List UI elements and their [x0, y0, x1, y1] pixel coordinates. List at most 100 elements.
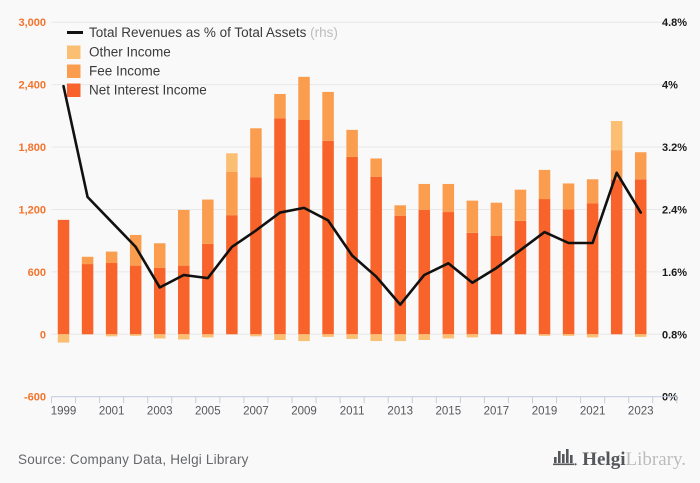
bar-segment-net-interest-income [610, 179, 623, 335]
y-axis-label-left: -600 [24, 392, 46, 404]
bar-segment-other-income [586, 334, 599, 338]
bar-segment-net-interest-income [562, 209, 575, 335]
bar-segment-other-income [322, 334, 334, 337]
bar-segment-fee-income [298, 76, 310, 120]
x-axis-label: 2003 [147, 406, 173, 418]
x-axis-label: 1999 [51, 406, 77, 418]
bar-segment-net-interest-income [538, 199, 551, 335]
total-revenues-line [62, 84, 643, 306]
revenue-chart: 3,000 2,400 1,800 1,200 600 0 -600 4.8% 4% 3.2% 2.… [18, 17, 687, 418]
bar-segment-other-income [250, 334, 262, 337]
legend-label-suffix: (rhs) [306, 25, 338, 40]
legend-swatch [67, 45, 81, 59]
bar-segment-fee-income [274, 93, 286, 119]
bar-segment-other-income [202, 334, 214, 338]
y-axis-label-right: 4.8% [662, 17, 687, 29]
bar-segment-fee-income [418, 183, 431, 210]
bar-segment-other-income [105, 334, 118, 337]
y-axis-label-left: 600 [28, 267, 46, 279]
logo-bars-icon [553, 449, 577, 466]
bar-segment-other-income [394, 334, 406, 342]
y-axis-label-right: 4% [662, 80, 678, 92]
bar-segment-other-income [418, 334, 431, 341]
bar-segment-other-income [57, 334, 70, 343]
legend-swatch [67, 64, 81, 78]
bar-segment-other-income [466, 334, 479, 338]
x-axis-label: 2001 [99, 406, 125, 418]
legend-label: Other Income [89, 45, 171, 60]
bar-segment-net-interest-income [490, 235, 503, 335]
bar-segment-net-interest-income [274, 118, 286, 335]
bar-segment-net-interest-income [250, 177, 262, 335]
bar-segment-net-interest-income [81, 264, 94, 335]
chart-footer: Source: Company Data, Helgi Library Helg… [0, 438, 700, 483]
helgi-library-logo: Helgi Library. [553, 446, 686, 469]
x-axis-label: 2013 [387, 406, 413, 418]
bar-segment-other-income [538, 334, 551, 336]
y-axis-label-left: 1,800 [18, 142, 46, 154]
bar-segment-net-interest-income [322, 140, 334, 335]
bar-segment-net-interest-income [298, 119, 310, 335]
bar-segment-fee-income [226, 172, 238, 216]
bar-segment-other-income [178, 334, 190, 340]
bar-segment-fee-income [81, 256, 94, 265]
bar-segment-other-income [634, 334, 647, 337]
bar-segment-net-interest-income [514, 220, 527, 335]
bar-segment-other-income [442, 334, 455, 339]
legend-swatch [67, 83, 81, 97]
y-axis-label-left: 2,400 [18, 80, 46, 92]
bar-segment-fee-income [129, 234, 142, 266]
bar-segment-net-interest-income [226, 215, 238, 335]
bar-segment-other-income [153, 334, 166, 339]
bar-segment-other-income [370, 334, 382, 342]
x-axis-label: 2021 [580, 406, 606, 418]
bar-segment-fee-income [634, 152, 647, 180]
bar-segment-fee-income [442, 183, 455, 213]
bar-segment-net-interest-income [153, 267, 166, 335]
bar-segment-fee-income [250, 128, 262, 178]
bar-segment-fee-income [322, 91, 334, 141]
x-axis-label: 2019 [532, 406, 558, 418]
bar-segment-net-interest-income [634, 179, 647, 335]
bar-segment-fee-income [514, 189, 527, 221]
bar-segment-net-interest-income [57, 219, 70, 335]
bar-segment-fee-income [153, 243, 166, 268]
bar-segment-net-interest-income [178, 265, 190, 335]
logo-text-secondary: Library. [625, 449, 687, 470]
x-axis-label: 2009 [291, 406, 317, 418]
legend-label: Net Interest Income [89, 83, 207, 98]
bar-segment-fee-income [466, 200, 479, 233]
bar-segment-net-interest-income [370, 176, 382, 335]
legend-label: Fee Income [89, 64, 160, 79]
bar-segment-other-income [346, 334, 358, 339]
legend-label: Total Revenues as % of Total Assets (rhs… [89, 25, 338, 40]
x-axis-label: 2023 [628, 406, 654, 418]
y-axis-label-right: 0.8% [662, 329, 687, 341]
bar-segment-net-interest-income [129, 265, 142, 335]
x-axis-label: 2017 [484, 406, 510, 418]
x-axis-label: 2011 [340, 406, 365, 418]
bar-segment-other-income [610, 121, 623, 151]
y-axis-label-left: 1,200 [18, 204, 46, 216]
bar-segment-other-income [562, 334, 575, 336]
revenue-chart-canvas: 3,000 2,400 1,800 1,200 600 0 -600 4.8% 4% 3.2% 2.… [18, 17, 687, 418]
y-axis-label-left: 3,000 [18, 17, 46, 29]
bar-segment-net-interest-income [202, 243, 214, 335]
y-axis-label-right: 1.6% [662, 267, 687, 279]
bar-segment-fee-income [394, 205, 406, 216]
y-axis-label-right: 0% [662, 392, 678, 404]
x-axis-label: 2005 [195, 406, 221, 418]
bar-segment-fee-income [370, 158, 382, 177]
bar-segment-other-income [274, 334, 286, 341]
bar-segment-other-income [298, 334, 310, 342]
bar-segment-net-interest-income [105, 263, 118, 335]
x-axis-label: 2015 [436, 406, 462, 418]
bar-segment-fee-income [178, 209, 190, 266]
bar-segment-fee-income [562, 183, 575, 210]
x-axis-label: 2007 [243, 406, 269, 418]
logo-text-primary: Helgi [582, 449, 626, 470]
bar-segment-net-interest-income [442, 212, 455, 335]
bar-segment-fee-income [586, 179, 599, 204]
y-axis-label-right: 3.2% [662, 142, 687, 154]
